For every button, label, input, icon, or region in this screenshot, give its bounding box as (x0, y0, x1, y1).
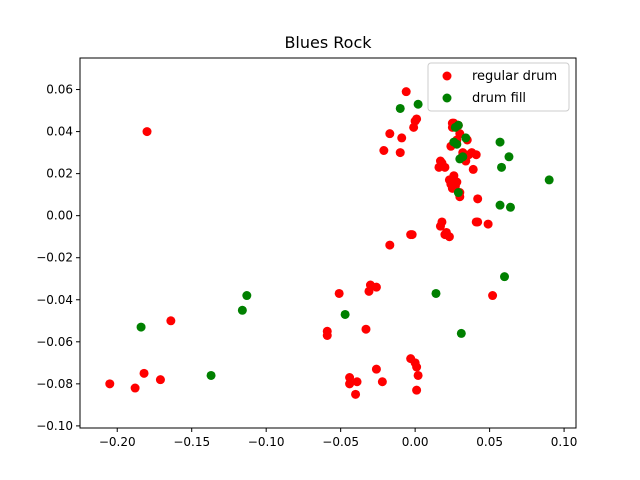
axes-frame (79, 57, 577, 429)
point-regular-drum-4 (155, 375, 165, 385)
point-regular-drum-16 (371, 282, 381, 292)
y-tick-label: −0.04 (36, 293, 73, 307)
y-tick-label: −0.10 (36, 419, 73, 433)
point-regular-drum-12 (352, 377, 362, 387)
point-regular-drum-43 (444, 232, 454, 242)
marks-layer (105, 87, 554, 399)
point-regular-drum-21 (385, 240, 395, 250)
x-tick-label: −0.15 (173, 435, 210, 449)
point-regular-drum-7 (322, 326, 332, 336)
y-tick-label: −0.06 (36, 335, 73, 349)
x-tick-label: 0.05 (476, 435, 503, 449)
point-drum-fill-17 (495, 137, 505, 147)
point-regular-drum-5 (166, 316, 176, 326)
point-regular-drum-8 (334, 288, 344, 298)
point-regular-drum-69 (473, 217, 483, 227)
point-regular-drum-18 (377, 377, 387, 387)
y-tick-label: 0.06 (46, 83, 73, 97)
point-regular-drum-17 (371, 364, 381, 374)
point-drum-fill-19 (497, 162, 507, 172)
point-regular-drum-2 (130, 383, 140, 393)
point-drum-fill-16 (461, 133, 471, 143)
point-drum-fill-20 (500, 272, 510, 282)
point-regular-drum-20 (385, 129, 395, 139)
y-tick-label: 0.02 (46, 167, 73, 181)
point-regular-drum-66 (471, 150, 481, 160)
point-drum-fill-22 (505, 202, 515, 212)
legend: regular drum drum fill (427, 62, 570, 112)
point-drum-fill-11 (453, 120, 463, 130)
point-drum-fill-0 (136, 322, 146, 332)
point-regular-drum-3 (139, 368, 149, 378)
point-regular-drum-24 (401, 87, 411, 97)
point-drum-fill-4 (340, 309, 350, 319)
point-regular-drum-40 (440, 162, 450, 172)
y-tick-label: 0.00 (46, 209, 73, 223)
point-regular-drum-11 (351, 389, 361, 399)
point-drum-fill-1 (206, 370, 216, 380)
point-drum-fill-14 (456, 328, 466, 338)
point-regular-drum-19 (379, 146, 389, 155)
point-regular-drum-1 (105, 379, 115, 389)
y-tick-label: −0.08 (36, 377, 73, 391)
x-tick-label: −0.20 (99, 435, 136, 449)
point-drum-fill-7 (431, 288, 441, 298)
point-drum-fill-2 (237, 305, 247, 315)
point-regular-drum-27 (407, 230, 417, 240)
legend-marker-regular-drum (442, 71, 452, 81)
legend-label-drum-fill: drum fill (472, 91, 526, 106)
point-regular-drum-70 (483, 219, 493, 229)
point-regular-drum-65 (468, 164, 478, 174)
point-drum-fill-10 (452, 139, 462, 149)
point-drum-fill-21 (504, 152, 514, 162)
point-regular-drum-10 (345, 373, 355, 383)
x-tick-label: −0.05 (322, 435, 359, 449)
y-tick-label: 0.04 (46, 125, 73, 139)
y-tick-label: −0.02 (36, 251, 73, 265)
point-regular-drum-71 (488, 291, 498, 301)
point-drum-fill-3 (242, 291, 252, 301)
chart-title: Blues Rock (284, 33, 372, 52)
point-regular-drum-0 (142, 127, 152, 137)
x-tick-label: −0.10 (248, 435, 285, 449)
point-drum-fill-12 (453, 188, 463, 198)
point-drum-fill-6 (413, 99, 423, 109)
legend-marker-drum-fill (442, 93, 452, 103)
point-drum-fill-23 (544, 175, 554, 185)
point-regular-drum-32 (412, 362, 422, 372)
point-regular-drum-34 (412, 385, 422, 395)
point-regular-drum-68 (473, 194, 483, 204)
legend-box (427, 62, 570, 112)
point-regular-drum-53 (452, 177, 462, 187)
point-drum-fill-15 (458, 152, 468, 162)
x-tick-label: 0.00 (402, 435, 429, 449)
point-regular-drum-22 (395, 148, 405, 158)
point-regular-drum-23 (397, 133, 407, 143)
point-drum-fill-18 (495, 200, 505, 210)
point-regular-drum-13 (361, 324, 371, 334)
point-regular-drum-9 (345, 379, 355, 389)
point-regular-drum-39 (435, 221, 445, 231)
legend-label-regular-drum: regular drum (472, 69, 557, 84)
x-tick-label: 0.10 (551, 435, 578, 449)
x-axis: −0.20 −0.15 −0.10 −0.05 0.00 0.05 0.10 (99, 428, 578, 449)
y-axis: −0.10 −0.08 −0.06 −0.04 −0.02 0.00 0.02 0.04 0.0… (36, 83, 80, 433)
point-drum-fill-5 (395, 103, 405, 113)
point-regular-drum-30 (412, 114, 422, 124)
point-regular-drum-33 (413, 370, 423, 380)
